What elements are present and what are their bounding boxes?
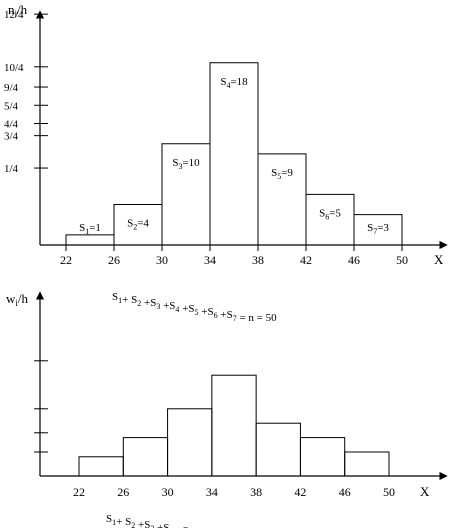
x-tick-label: 26 xyxy=(117,485,129,499)
y-tick-label: 5/4 xyxy=(4,100,19,112)
x-tick-label: 46 xyxy=(348,253,360,267)
x-tick-label: 50 xyxy=(383,485,395,499)
y-tick-label: 3/4 xyxy=(4,131,19,143)
histogram-bar xyxy=(211,374,257,477)
sum-formula: S1+ S2 +S3 +S4 +S5 +S6 +S7 = 1 xyxy=(106,513,248,528)
y-axis-label: ni/h xyxy=(8,2,28,19)
x-tick-label: 38 xyxy=(252,253,264,267)
histogram-bar xyxy=(305,193,355,246)
y-axis-label-sub: i xyxy=(15,9,18,19)
bar-area-label: S7=3 xyxy=(367,222,389,236)
histogram-bar xyxy=(255,422,301,477)
histogram-bar xyxy=(353,214,403,246)
y-tick-label: 1/4 xyxy=(4,163,19,175)
histogram-bar xyxy=(167,408,213,477)
x-tick-label: 30 xyxy=(156,253,168,267)
bar-area-label: S4=18 xyxy=(220,76,248,90)
x-tick-label: 38 xyxy=(250,485,262,499)
y-axis-label-tail: /h xyxy=(17,2,28,17)
bar-area-label: S1=1 xyxy=(79,222,101,236)
x-tick-label: 22 xyxy=(73,485,85,499)
histogram-bar xyxy=(122,437,169,477)
x-axis-label: X xyxy=(434,252,444,267)
x-tick-label: 26 xyxy=(108,253,120,267)
histogram-bar xyxy=(78,456,124,477)
y-tick-label: 4/4 xyxy=(4,119,19,131)
x-tick-label: 34 xyxy=(204,253,216,267)
bar-area-label: S5=9 xyxy=(271,167,293,181)
y-axis-label-tail: /h xyxy=(18,291,29,306)
x-tick-label: 42 xyxy=(294,485,306,499)
x-tick-label: 22 xyxy=(60,253,72,267)
histogram-bar xyxy=(65,234,115,246)
x-tick-label: 46 xyxy=(339,485,351,499)
bar-area-label: S6=5 xyxy=(319,207,341,221)
y-tick-label: 10/4 xyxy=(4,62,24,74)
x-tick-label: 42 xyxy=(300,253,312,267)
y-axis-label-main: w xyxy=(6,291,16,306)
bar-area-label: S2=4 xyxy=(127,218,149,232)
relative-frequency-histogram: wi/h X 22 26 30 34 38 42 46 50 S1+ S2 +S3 +S4 +… xyxy=(6,291,448,528)
x-tick-label: 30 xyxy=(162,485,174,499)
histogram-bar xyxy=(209,62,259,246)
y-axis-label-sub: i xyxy=(15,298,18,308)
y-tick-label: 12/4 xyxy=(4,9,24,21)
x-axis-label: X xyxy=(420,484,430,499)
x-tick-label: 34 xyxy=(206,485,218,499)
y-tick-label: 9/4 xyxy=(4,82,19,94)
frequency-density-histogram: ni/h X 1/43/44/45/49/410/412/418/4 S1=1S… xyxy=(4,2,448,324)
sum-formula: S1+ S2 +S3 +S4 +S5 +S6 +S7 = n = 50 xyxy=(112,291,277,324)
histogram-bar xyxy=(299,437,346,477)
y-axis-label-main: n xyxy=(8,2,15,17)
x-tick-label: 50 xyxy=(396,253,408,267)
y-axis-label: wi/h xyxy=(6,291,29,308)
bar-area-label: S3=10 xyxy=(172,157,200,171)
histogram-bar xyxy=(344,451,390,477)
